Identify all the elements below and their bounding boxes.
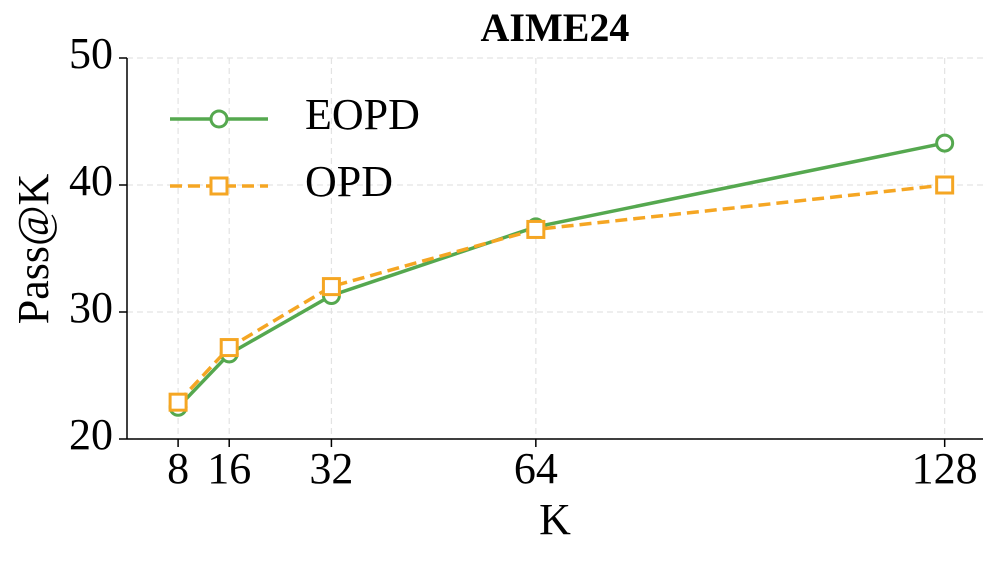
y-axis-label: Pass@K xyxy=(9,174,58,325)
y-tick-label: 40 xyxy=(69,156,113,205)
y-tick-label: 50 xyxy=(69,29,113,78)
series-line xyxy=(176,141,946,409)
x-axis-label: K xyxy=(539,495,571,544)
x-tick-label: 8 xyxy=(167,444,189,493)
legend-label: OPD xyxy=(305,157,393,206)
legend-marker xyxy=(209,109,229,129)
y-tick-label: 20 xyxy=(69,410,113,459)
chart-title: AIME24 xyxy=(481,5,630,50)
data-point xyxy=(168,392,188,412)
data-point xyxy=(935,133,955,153)
x-tick-label: 16 xyxy=(207,444,251,493)
legend-label: EOPD xyxy=(305,90,420,139)
data-point xyxy=(321,277,341,297)
legend-marker xyxy=(209,176,229,196)
series-line xyxy=(176,183,945,404)
x-tick-label: 128 xyxy=(912,444,978,493)
x-tick-label: 32 xyxy=(309,444,353,493)
data-point xyxy=(935,175,955,195)
data-point xyxy=(526,219,546,239)
x-tick-label: 64 xyxy=(514,444,558,493)
data-point xyxy=(219,338,239,358)
y-tick-label: 30 xyxy=(69,283,113,332)
